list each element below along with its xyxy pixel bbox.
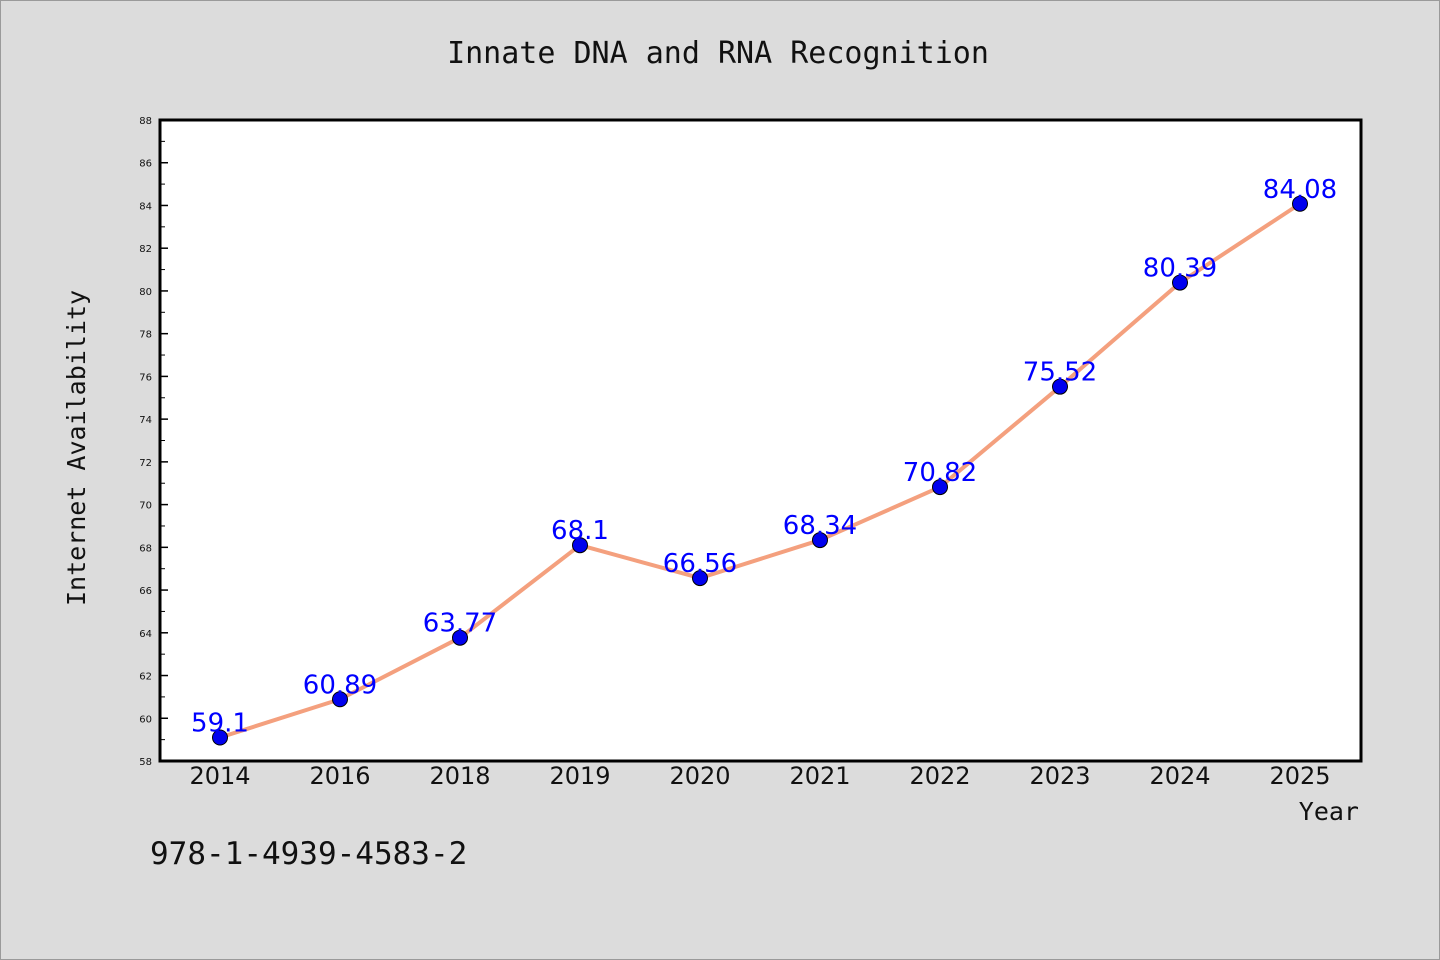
x-tick-label: 2016 [309, 762, 370, 790]
data-label: 63.77 [423, 609, 497, 639]
y-tick-label: 70 [139, 501, 152, 512]
y-axis-label: Internet Availability [62, 290, 91, 606]
y-tick-label: 64 [139, 629, 152, 640]
data-point [212, 729, 228, 746]
y-tick-label: 86 [139, 159, 152, 170]
x-tick-label: 2023 [1029, 762, 1090, 790]
x-tick-label: 2022 [909, 762, 970, 790]
y-tick-label: 72 [139, 458, 152, 469]
x-axis: 2014 2016 2018 2019 2020 2021 2022 2023 2024 2025 [189, 762, 1330, 790]
data-labels: 59.1 60.89 63.77 68.1 66.56 68.34 70.82 75.52 80… [191, 175, 1337, 739]
data-label: 68.1 [551, 516, 609, 546]
x-tick-label: 2025 [1269, 762, 1330, 790]
x-tick-label: 2024 [1149, 762, 1210, 790]
series-layer [212, 195, 1308, 746]
x-tick-label: 2018 [429, 762, 490, 790]
data-point [1172, 274, 1188, 291]
data-label: 68.34 [783, 511, 857, 541]
y-tick-label: 82 [139, 244, 152, 255]
data-label: 59.1 [191, 708, 249, 738]
data-point [332, 691, 348, 708]
y-tick-label: 80 [139, 287, 152, 298]
y-axis: 58 60 62 64 66 68 70 72 74 76 78 80 82 84 86 88 [139, 116, 168, 768]
series-line [219, 202, 1302, 740]
x-tick-label: 2019 [549, 762, 610, 790]
data-point [572, 537, 588, 554]
y-tick-label: 78 [139, 330, 152, 341]
chart-title: Innate DNA and RNA Recognition [447, 36, 989, 71]
data-point [1052, 378, 1068, 395]
isbn-footer: 978-1-4939-4583-2 [150, 836, 467, 872]
data-point [932, 479, 948, 496]
data-label: 66.56 [663, 549, 737, 579]
y-tick-label: 76 [139, 372, 152, 383]
y-tick-label: 68 [139, 543, 152, 554]
data-label: 80.39 [1143, 254, 1217, 284]
y-tick-label: 62 [139, 672, 152, 683]
data-point [452, 629, 468, 646]
y-tick-label: 58 [139, 757, 152, 768]
x-tick-label: 2014 [189, 762, 250, 790]
data-label: 70.82 [903, 458, 977, 488]
x-tick-label: 2020 [669, 762, 730, 790]
y-tick-label: 88 [139, 116, 152, 127]
data-label: 84.08 [1263, 175, 1337, 205]
data-label: 60.89 [303, 670, 377, 700]
data-point [692, 570, 708, 587]
data-point [812, 532, 828, 549]
y-tick-label: 66 [139, 586, 152, 597]
plot-area [158, 118, 1363, 763]
data-point [1292, 195, 1308, 212]
y-tick-label: 84 [139, 201, 152, 212]
x-axis-label: Year [1299, 797, 1359, 826]
data-label: 75.52 [1023, 358, 1097, 388]
y-tick-label: 74 [139, 415, 152, 426]
y-tick-label: 60 [139, 714, 152, 725]
x-tick-label: 2021 [789, 762, 850, 790]
